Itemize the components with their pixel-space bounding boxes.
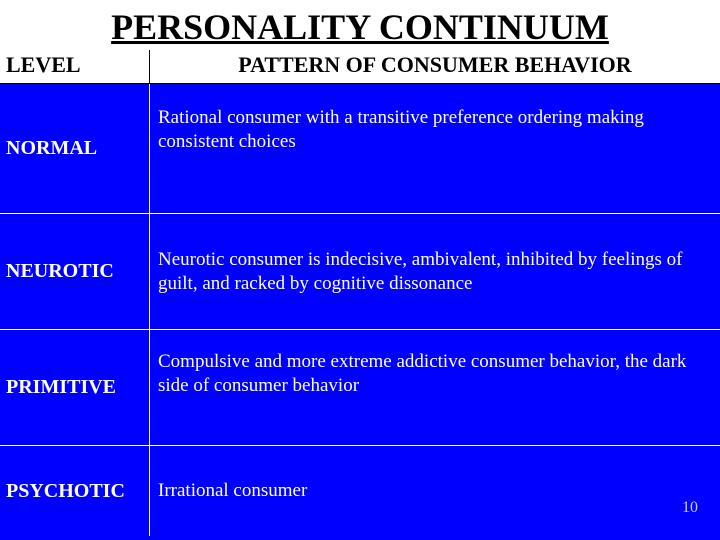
pattern-text: Rational consumer with a transitive pref… xyxy=(158,92,710,154)
pattern-text: Irrational consumer xyxy=(158,479,307,503)
level-cell: NORMAL xyxy=(0,84,150,213)
header-level: LEVEL xyxy=(0,50,150,83)
content-table: LEVEL PATTERN OF CONSUMER BEHAVIOR NORMA… xyxy=(0,50,720,540)
pattern-cell: Compulsive and more extreme addictive co… xyxy=(150,330,720,445)
table-row: PSYCHOTIC Irrational consumer 10 xyxy=(0,446,720,536)
header-row: LEVEL PATTERN OF CONSUMER BEHAVIOR xyxy=(0,50,720,84)
slide: PERSONALITY CONTINUUM LEVEL PATTERN OF C… xyxy=(0,0,720,540)
level-cell: NEUROTIC xyxy=(0,214,150,329)
level-cell: PRIMITIVE xyxy=(0,330,150,445)
pattern-cell: Rational consumer with a transitive pref… xyxy=(150,84,720,213)
header-pattern: PATTERN OF CONSUMER BEHAVIOR xyxy=(150,50,720,83)
level-cell: PSYCHOTIC xyxy=(0,446,150,536)
pattern-text: Compulsive and more extreme addictive co… xyxy=(158,338,710,398)
pattern-cell: Irrational consumer 10 xyxy=(150,446,720,536)
slide-title: PERSONALITY CONTINUUM xyxy=(0,0,720,50)
table-row: NORMAL Rational consumer with a transiti… xyxy=(0,84,720,214)
pattern-cell: Neurotic consumer is indecisive, ambival… xyxy=(150,214,720,329)
table-row: NEUROTIC Neurotic consumer is indecisive… xyxy=(0,214,720,330)
page-number: 10 xyxy=(682,498,698,518)
table-row: PRIMITIVE Compulsive and more extreme ad… xyxy=(0,330,720,446)
